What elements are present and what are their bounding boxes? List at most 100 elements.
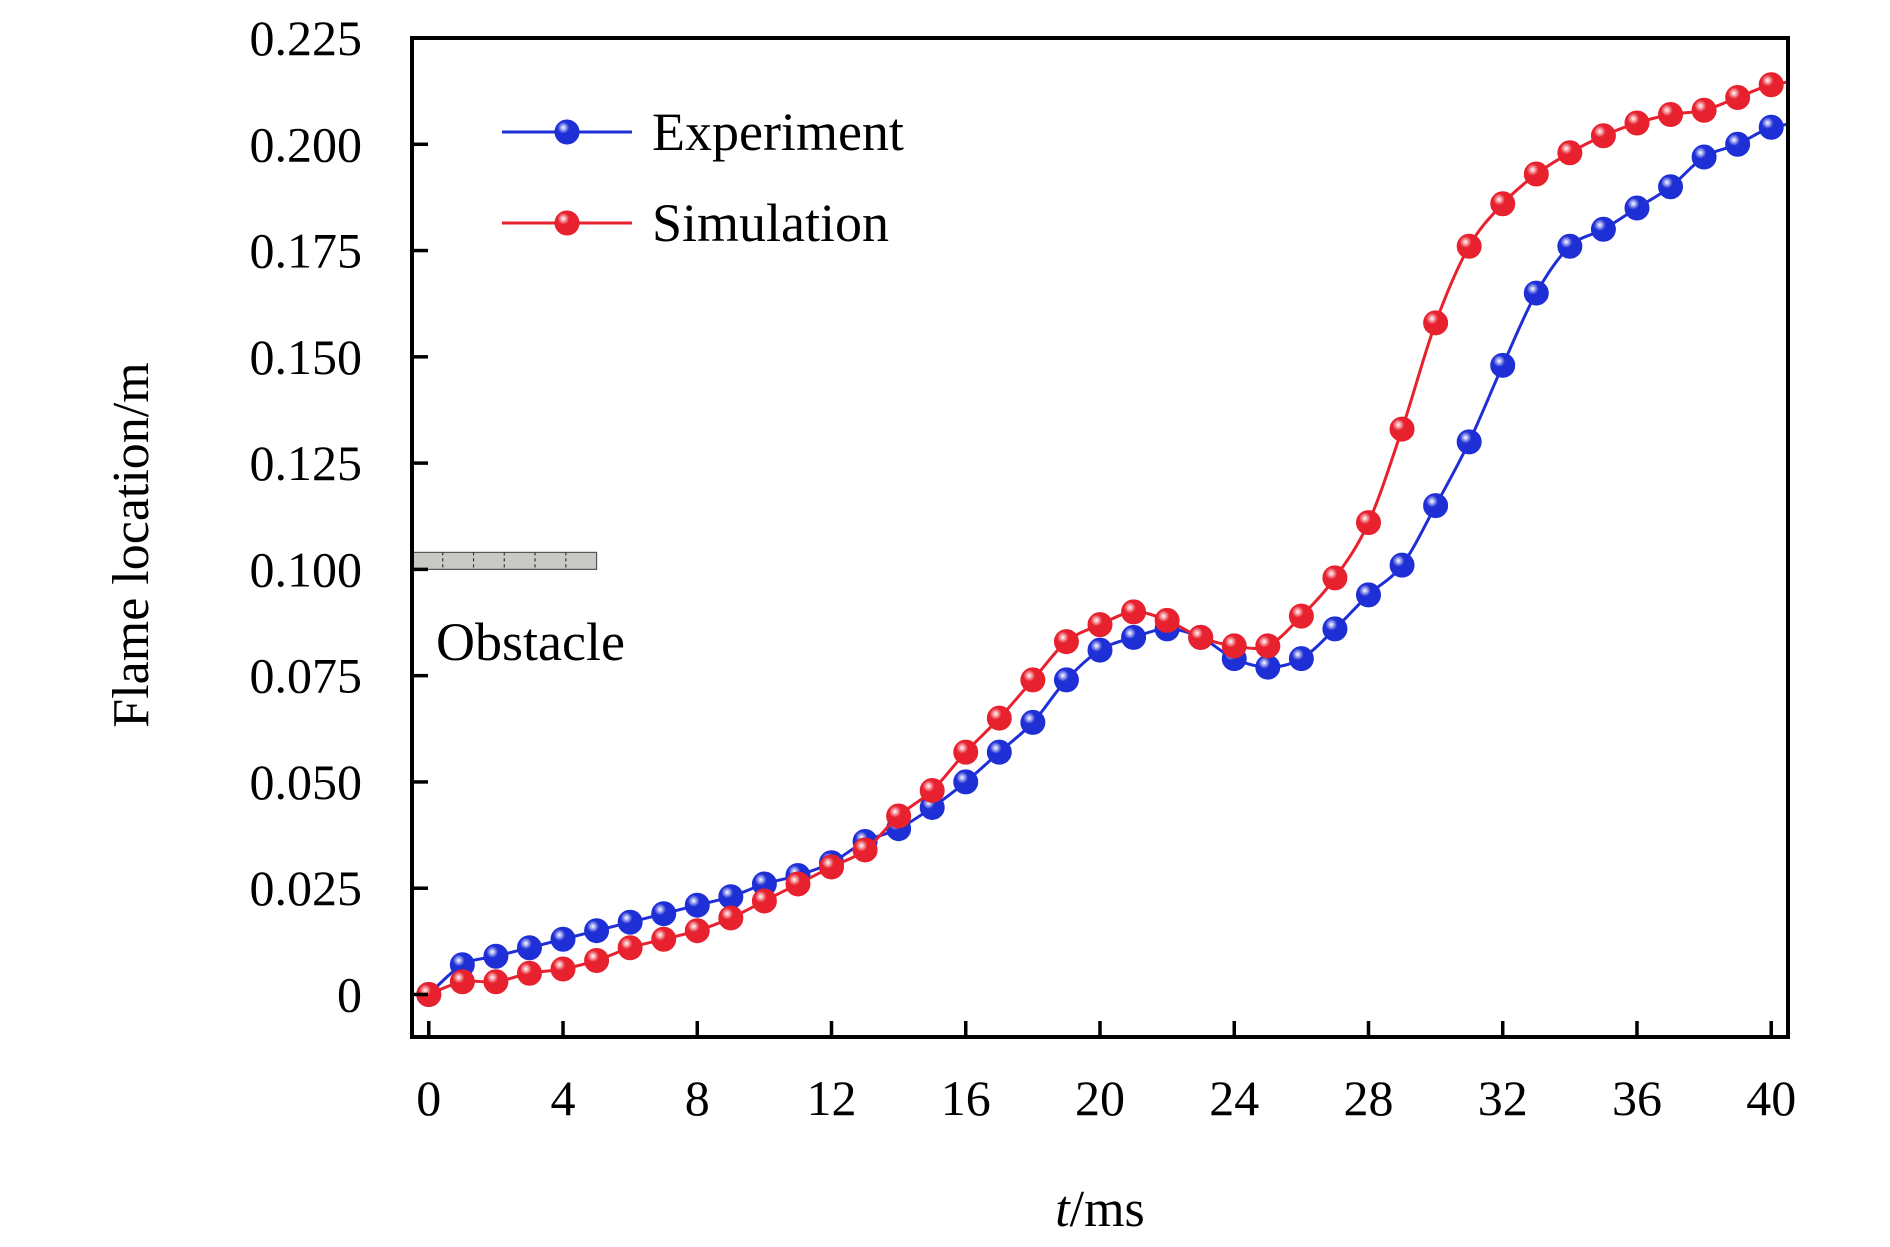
data-point-simulation [1087,612,1113,638]
y-tick-label: 0.100 [250,541,363,597]
data-point-experiment [483,943,509,969]
data-point-experiment [1490,352,1516,378]
data-point-simulation [1053,629,1079,655]
data-point-simulation [751,888,777,914]
data-point-simulation [1691,97,1717,123]
data-point-simulation [1020,667,1046,693]
data-point-experiment [1758,114,1784,140]
obstacle-annotation: Obstacle [411,551,625,672]
data-point-simulation [1423,310,1449,336]
data-point-experiment [617,909,643,935]
data-point-simulation [1557,140,1583,166]
data-point-experiment [1523,280,1549,306]
data-point-simulation [1490,191,1516,217]
data-point-simulation [1658,102,1684,128]
data-point-experiment [1121,624,1147,650]
data-point-simulation [852,837,878,863]
data-point-experiment [1557,233,1583,259]
x-tick-label: 8 [685,1070,710,1126]
data-point-simulation [1288,603,1314,629]
data-point-experiment [516,935,542,961]
y-tick-label: 0.125 [250,435,363,491]
data-point-simulation [584,947,610,973]
obstacle-label: Obstacle [436,612,625,672]
data-point-simulation [1121,599,1147,625]
legend-marker-simulation [554,210,580,236]
data-point-simulation [1758,72,1784,98]
data-point-simulation [785,871,811,897]
data-point-experiment [953,769,979,795]
data-point-experiment [550,926,576,952]
x-tick-label: 24 [1209,1070,1259,1126]
x-tick-label: 4 [551,1070,576,1126]
data-point-simulation [953,739,979,765]
data-point-simulation [1389,416,1415,442]
x-tick-label: 12 [807,1070,857,1126]
axes: 0 4 8 12 16 20 24 28 32 36 40 0 0.025 0.050 0.075 0.100… [250,10,1797,1126]
data-point-experiment [1389,552,1415,578]
data-point-experiment [1793,111,1817,135]
data-point-experiment [1590,216,1616,242]
y-tick-label: 0.025 [250,860,363,916]
series-line-experiment [427,122,1788,996]
data-point-simulation [1221,633,1247,659]
data-point-experiment [1053,667,1079,693]
data-point-experiment [1456,429,1482,455]
x-tick-label: 40 [1746,1070,1796,1126]
data-point-simulation [617,935,643,961]
data-point-simulation [919,777,945,803]
data-point-experiment [684,892,710,918]
data-point-simulation [1456,233,1482,259]
x-axis-label: t/ms [1055,1181,1145,1238]
legend-label-experiment: Experiment [652,102,904,162]
data-point-simulation [1188,624,1214,650]
data-point-simulation [550,956,576,982]
x-tick-label: 0 [416,1070,441,1126]
data-point-simulation [986,705,1012,731]
data-point-simulation [886,803,912,829]
data-point-experiment [1355,582,1381,608]
x-tick-label: 28 [1343,1070,1393,1126]
x-tick-label: 20 [1075,1070,1125,1126]
data-point-experiment [1322,616,1348,642]
y-tick-label: 0.050 [250,754,363,810]
data-point-experiment [1255,654,1281,680]
y-tick-label: 0.225 [250,10,363,66]
data-point-experiment [1725,131,1751,157]
data-point-simulation [1154,607,1180,633]
data-point-simulation [449,969,475,995]
data-point-simulation [516,960,542,986]
data-point-simulation [718,905,744,931]
x-axis-label-rest: /ms [1070,1181,1145,1238]
data-point-simulation [651,926,677,952]
data-point-experiment [651,901,677,927]
data-point-simulation [1725,85,1751,111]
data-point-experiment [1020,709,1046,735]
data-point-simulation [1624,110,1650,136]
x-tick-label: 32 [1478,1070,1528,1126]
data-point-simulation [1255,633,1281,659]
x-tick-label: 16 [941,1070,991,1126]
y-axis-label: Flame location/m [103,362,160,727]
data-point-simulation [1793,69,1817,93]
data-point-simulation [1355,510,1381,536]
series-line-simulation [428,80,1788,996]
data-point-simulation [483,969,509,995]
plot-frame [410,36,1790,1039]
data-point-experiment [1087,637,1113,663]
data-point-simulation [1523,161,1549,187]
legend-label-simulation: Simulation [652,193,889,253]
data-point-experiment [1691,144,1717,170]
x-axis-label-italic: t [1055,1181,1071,1238]
legend: Experiment Simulation [502,102,904,253]
data-point-simulation [684,918,710,944]
y-tick-label: 0.175 [250,223,363,279]
data-point-simulation [1590,123,1616,149]
y-tick-label: 0.075 [250,648,363,704]
x-tick-label: 36 [1612,1070,1662,1126]
y-tick-label: 0.150 [250,329,363,385]
y-tick-label: 0.200 [250,116,363,172]
data-point-simulation [819,854,845,880]
data-point-experiment [718,884,744,910]
